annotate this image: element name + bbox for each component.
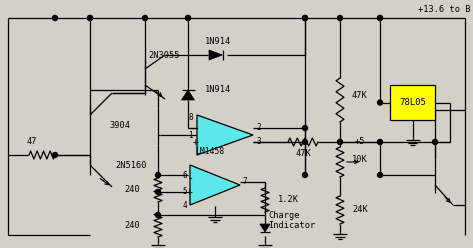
Circle shape <box>53 15 58 21</box>
Text: 47: 47 <box>27 137 37 147</box>
Circle shape <box>338 139 342 145</box>
Circle shape <box>156 173 160 178</box>
Circle shape <box>377 100 383 105</box>
Circle shape <box>185 15 191 21</box>
Text: 1.2K: 1.2K <box>278 195 299 205</box>
Polygon shape <box>209 50 222 60</box>
Text: 3904: 3904 <box>109 121 130 129</box>
Text: -: - <box>187 173 193 183</box>
Text: 240: 240 <box>124 220 140 229</box>
Circle shape <box>303 125 307 130</box>
Polygon shape <box>197 115 253 155</box>
Text: +13.6 to B: +13.6 to B <box>418 5 471 14</box>
Text: 5: 5 <box>183 187 187 196</box>
Circle shape <box>377 15 383 21</box>
Text: 1N914: 1N914 <box>205 86 231 94</box>
Text: 2N3055: 2N3055 <box>148 51 179 60</box>
Polygon shape <box>260 224 270 232</box>
Circle shape <box>88 15 93 21</box>
Text: 7: 7 <box>242 178 246 186</box>
Circle shape <box>338 15 342 21</box>
Circle shape <box>377 15 383 21</box>
Text: +5: +5 <box>355 137 366 147</box>
Text: -: - <box>193 123 199 133</box>
Text: 6: 6 <box>183 171 187 180</box>
Circle shape <box>432 139 438 145</box>
Text: 24K: 24K <box>352 206 368 215</box>
Text: 2N5160: 2N5160 <box>115 160 147 169</box>
Circle shape <box>185 15 191 21</box>
Circle shape <box>303 15 307 21</box>
Text: 8: 8 <box>188 114 193 123</box>
Circle shape <box>303 139 307 145</box>
Text: 240: 240 <box>124 186 140 194</box>
Text: +: + <box>193 137 199 147</box>
Polygon shape <box>190 165 240 205</box>
Circle shape <box>303 15 307 21</box>
Circle shape <box>377 173 383 178</box>
Text: 10K: 10K <box>352 155 368 164</box>
Text: 47K: 47K <box>352 91 368 99</box>
Circle shape <box>88 15 93 21</box>
Text: 1: 1 <box>188 130 193 139</box>
Text: 4: 4 <box>183 200 187 210</box>
Text: 78L05: 78L05 <box>399 98 426 107</box>
Text: 3: 3 <box>256 137 261 147</box>
Text: Indicator: Indicator <box>268 220 315 229</box>
Polygon shape <box>182 90 194 100</box>
Circle shape <box>156 213 160 217</box>
Circle shape <box>53 153 58 157</box>
Circle shape <box>377 139 383 145</box>
Text: 2: 2 <box>256 124 261 132</box>
Circle shape <box>156 189 160 194</box>
Text: Charge: Charge <box>268 211 299 219</box>
Circle shape <box>142 15 148 21</box>
Text: LM1458: LM1458 <box>195 148 225 156</box>
Text: +: + <box>187 187 193 197</box>
Text: 1N914: 1N914 <box>205 37 231 47</box>
Text: 47K: 47K <box>295 149 311 157</box>
Bar <box>390 85 435 120</box>
Circle shape <box>303 173 307 178</box>
